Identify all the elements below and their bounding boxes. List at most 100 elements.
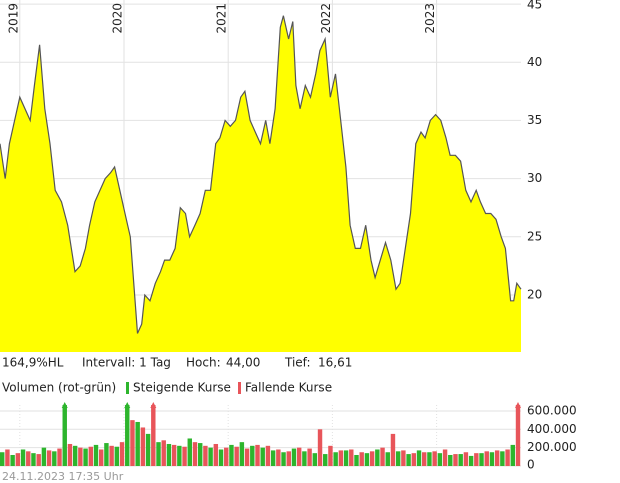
volume-bar — [422, 452, 427, 466]
volume-bar — [239, 442, 245, 466]
volume-bar — [109, 445, 114, 466]
volume-bar — [224, 447, 229, 466]
volume-bar — [302, 451, 307, 466]
y-tick-label: 30 — [527, 171, 542, 185]
timestamp: 24.11.2023 17:35 Uhr — [2, 470, 124, 483]
volume-bar — [62, 405, 67, 466]
legend-label: Steigende Kurse — [133, 381, 231, 395]
marks — [0, 15, 522, 352]
volume-bar — [291, 448, 297, 466]
overflow-arrow — [124, 402, 131, 408]
range-info: 164,9%HL — [2, 356, 64, 370]
volume-bar — [432, 451, 437, 466]
volume-bar — [312, 453, 318, 466]
marks — [0, 402, 522, 466]
volume-bar — [125, 405, 130, 466]
volume-bar — [463, 452, 469, 466]
volume-bar — [395, 451, 401, 466]
volume-bar — [448, 454, 453, 466]
bars — [0, 405, 521, 466]
volume-bar — [46, 450, 52, 466]
volume-bar — [255, 444, 260, 466]
volume-bar — [411, 453, 417, 466]
volume-bar — [182, 446, 187, 466]
volume-bar — [197, 443, 203, 466]
x-tick-label: 2022 — [319, 3, 333, 34]
volume-bar — [323, 454, 328, 466]
y-tick-label: 400.000 — [527, 422, 577, 436]
volume-bar — [265, 445, 271, 466]
volume-bar — [489, 452, 495, 466]
volume-bar — [364, 453, 370, 466]
volume-bar — [500, 451, 505, 466]
volume-bar — [505, 449, 510, 466]
x-tick-label: 2021 — [215, 3, 229, 34]
volume-bar — [192, 442, 198, 466]
labels: 20 25 30 35 40 45 2019 2020 2021 2022 2023 — [6, 0, 542, 301]
volume-bar — [88, 446, 93, 466]
volume-bar — [458, 454, 463, 466]
volume-bar — [296, 447, 302, 466]
volume-bar — [130, 420, 135, 466]
volume-bar — [406, 454, 411, 466]
volume-bar — [98, 449, 104, 466]
volume-bar — [286, 451, 291, 466]
low-label: Tief: — [284, 356, 311, 370]
volume-bar — [161, 440, 166, 466]
high-value: 44,00 — [226, 356, 260, 370]
volume-bar — [494, 450, 500, 466]
price-layer: 20 25 30 35 40 45 2019 2020 2021 2022 2023 — [0, 0, 542, 352]
volume-bar — [474, 453, 479, 466]
volume-bar — [369, 451, 375, 466]
volume-bar — [156, 442, 161, 466]
volume-bar — [427, 452, 432, 466]
y-tick-label: 600.000 — [527, 403, 577, 417]
volume-bar — [401, 450, 406, 466]
overflow-arrow — [150, 402, 157, 408]
x-tick-label: 2023 — [423, 3, 437, 34]
volume-bar — [145, 433, 151, 466]
y-tick-label: 20 — [527, 287, 542, 301]
volume-layer: 0 200.000 400.000 600.000 Steigende Kurse Fal… — [0, 381, 577, 472]
overflow-arrow — [515, 402, 522, 408]
volume-bar — [135, 421, 140, 466]
volume-bar — [244, 448, 250, 466]
volume-bar — [41, 447, 47, 466]
volume-bar — [114, 446, 120, 466]
volume-bar — [119, 442, 125, 466]
volume-bar — [484, 451, 489, 466]
volume-bar — [385, 452, 390, 466]
y-tick-label: 35 — [527, 113, 542, 127]
y-tick-label: 45 — [527, 0, 542, 12]
volume-bar — [276, 449, 281, 466]
volume-bar — [479, 453, 484, 466]
volume-bar — [67, 443, 73, 466]
price-line — [0, 15, 522, 334]
volume-bar — [15, 453, 21, 466]
volume-bar — [234, 446, 239, 466]
volume-bar — [270, 450, 276, 466]
volume-bar — [510, 444, 516, 466]
labels: 0 200.000 400.000 600.000 Steigende Kurse Fal… — [126, 381, 577, 472]
volume-bar — [171, 444, 177, 466]
y-tick-label: 0 — [527, 458, 535, 472]
low-value: 16,61 — [318, 356, 352, 370]
volume-bar — [166, 443, 172, 466]
volume-bar — [36, 454, 41, 466]
volume-bar — [31, 453, 36, 466]
volume-bar — [10, 454, 15, 466]
legend-swatch — [126, 382, 129, 394]
volume-bar — [83, 448, 88, 466]
volume-bar — [468, 455, 474, 466]
volume-bar — [104, 443, 109, 466]
volume-bar — [354, 454, 359, 466]
volume-bar — [375, 449, 380, 466]
volume-bar — [0, 452, 5, 466]
volume-bar — [281, 452, 286, 466]
volume-bar — [208, 447, 213, 466]
volume-bar — [250, 445, 255, 466]
volume-title: Volumen (rot-grün) — [2, 381, 116, 395]
price-area — [0, 15, 521, 352]
volume-bar — [453, 454, 458, 466]
volume-bar — [187, 438, 192, 466]
